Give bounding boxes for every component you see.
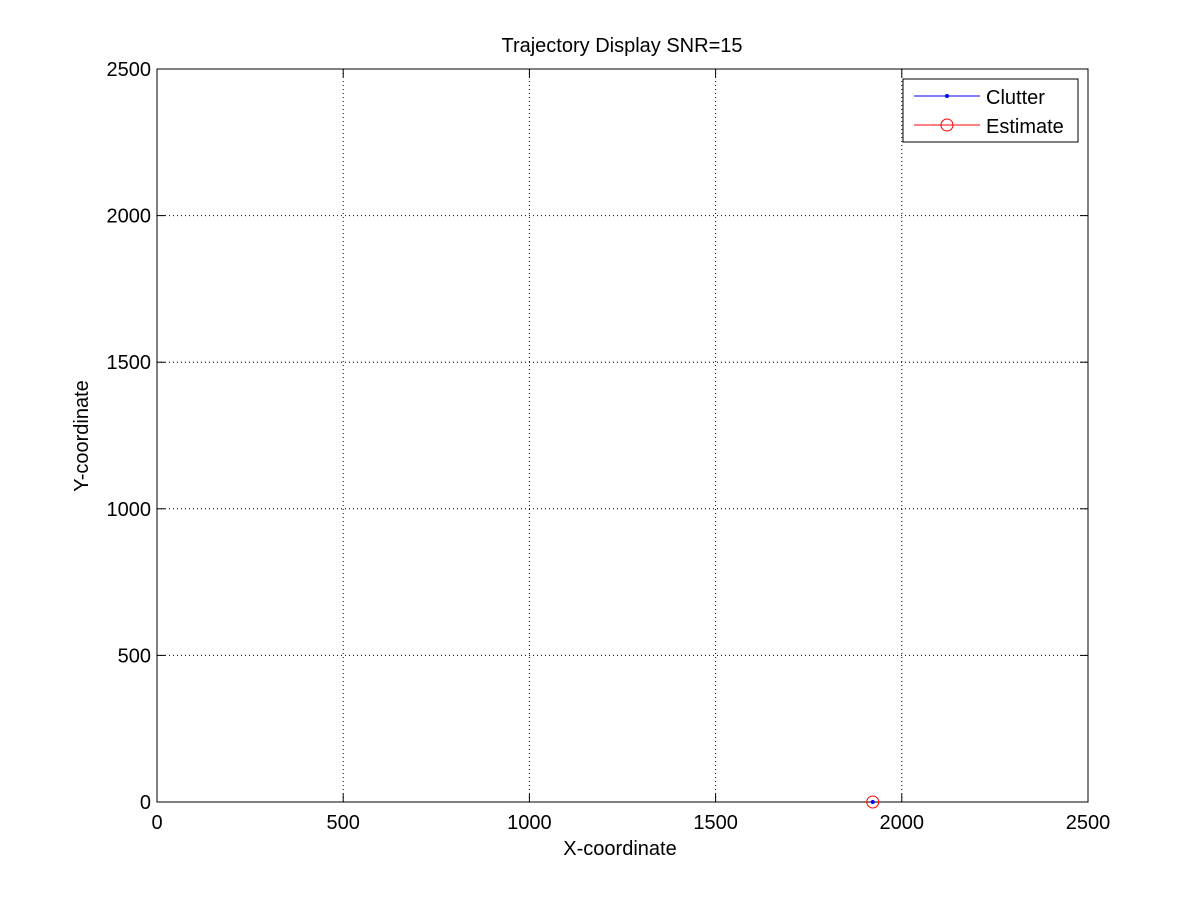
legend-box — [902, 78, 1079, 143]
clutter-point — [870, 800, 875, 804]
data-marks — [866, 795, 880, 809]
y-tick-label: 1500 — [107, 352, 152, 374]
legend-clutter-label: Clutter — [986, 87, 1045, 109]
x-tick-label: 1500 — [693, 812, 738, 834]
y-tick-label: 2000 — [107, 206, 152, 228]
x-axis-title: X-coordinate — [563, 838, 676, 860]
y-tick-label: 1000 — [107, 499, 152, 521]
x-tick-label: 0 — [151, 812, 162, 834]
x-tick-label: 500 — [327, 812, 360, 834]
chart-title: Trajectory Display SNR=15 — [501, 35, 742, 57]
x-tick-label: 1000 — [507, 812, 552, 834]
ticks: 0 500 1000 1500 2000 2500 0 500 1000 1500 2000 2500 — [107, 59, 1111, 834]
y-axis-title: Y-coordinate — [71, 380, 93, 492]
y-tick-label: 500 — [118, 645, 151, 667]
x-tick-label: 2500 — [1066, 812, 1111, 834]
legend-clutter-marker — [945, 94, 949, 98]
legend: Clutter Estimate — [902, 78, 1079, 143]
plot-area — [157, 69, 1088, 802]
axes-box — [156, 68, 1089, 803]
y-tick-label: 2500 — [107, 59, 152, 81]
x-tick-label: 2000 — [880, 812, 925, 834]
legend-estimate-marker — [940, 118, 954, 132]
legend-estimate-label: Estimate — [986, 116, 1064, 138]
y-tick-label: 0 — [140, 792, 151, 814]
estimate-point — [866, 795, 880, 809]
